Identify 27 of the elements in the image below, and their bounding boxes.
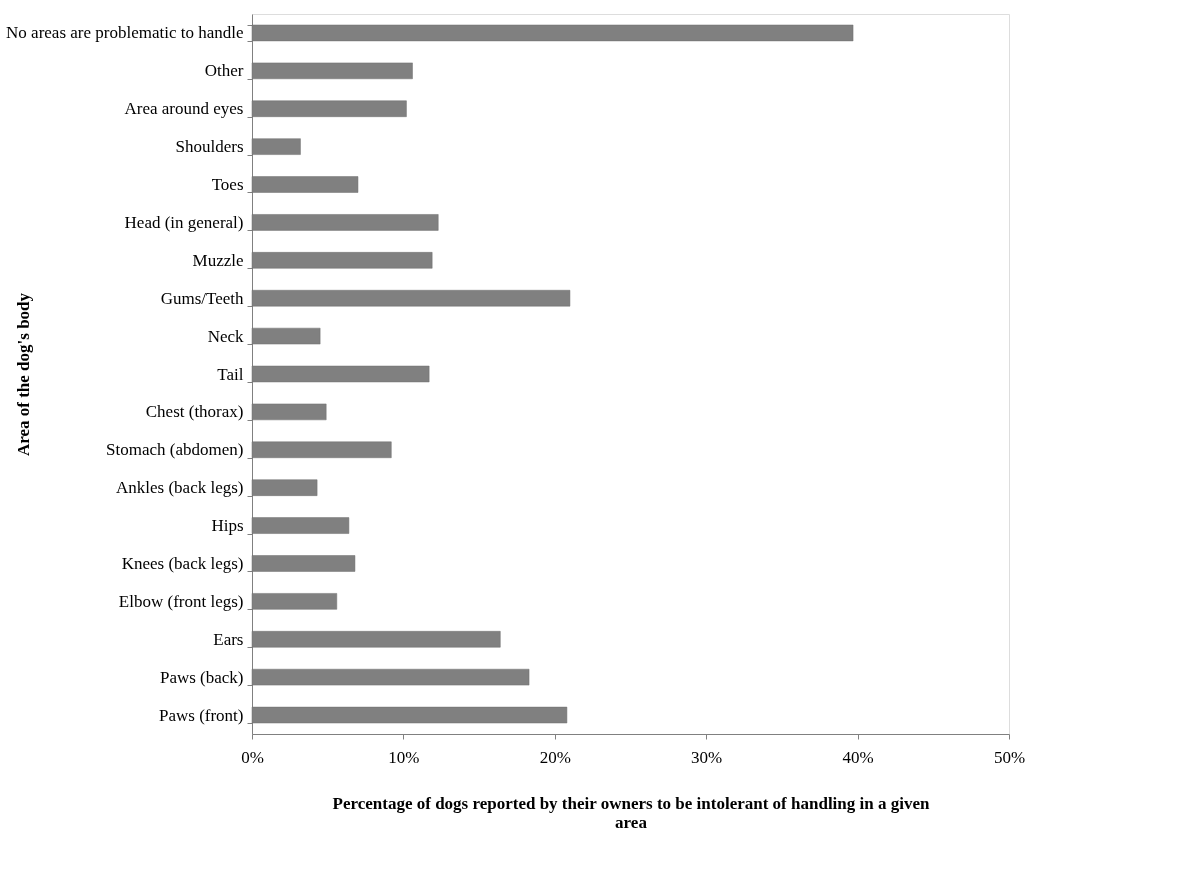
y-tick-label: Paws (front) [158,705,244,725]
x-tick-label: 10% [388,747,420,767]
y-tick-label: Chest (thorax) [145,402,244,422]
x-tick-label: 50% [993,747,1026,767]
y-tick-label: Neck [207,326,244,346]
y-tick-label: Tail [217,364,244,384]
x-tick-label: 0% [241,747,264,767]
y-tick-label: Toes [211,175,244,195]
y-tick-label: Gums/Teeth [160,288,244,308]
x-tick-label: 20% [539,747,571,767]
y-tick-label: Hips [211,516,244,536]
x-axis-title: Percentage of dogs reported by their owners to be intolerant of handling in a given area [332,793,930,832]
y-axis-title: Area of the dog's body [13,292,33,457]
y-tick-label: Stomach (abdomen) [106,440,244,460]
x-tick-label: 40% [842,747,874,767]
y-tick-label: No areas are problematic to handle [6,23,244,43]
y-tick-label: Other [204,61,244,81]
y-tick-label: Muzzle [192,250,244,270]
y-tick-label: Ears [213,629,244,649]
y-tick-label: Ankles (back legs) [116,478,244,498]
y-tick-label: Knees (back legs) [121,553,244,573]
y-tick-label: Head (in general) [124,212,244,232]
x-tick-label: 30% [691,747,723,767]
y-tick-label: Paws (back) [159,667,244,687]
y-tick-label: Elbow (front legs) [118,591,244,611]
y-tick-label: Area around eyes [124,99,244,119]
y-tick-label: Shoulders [175,137,244,157]
